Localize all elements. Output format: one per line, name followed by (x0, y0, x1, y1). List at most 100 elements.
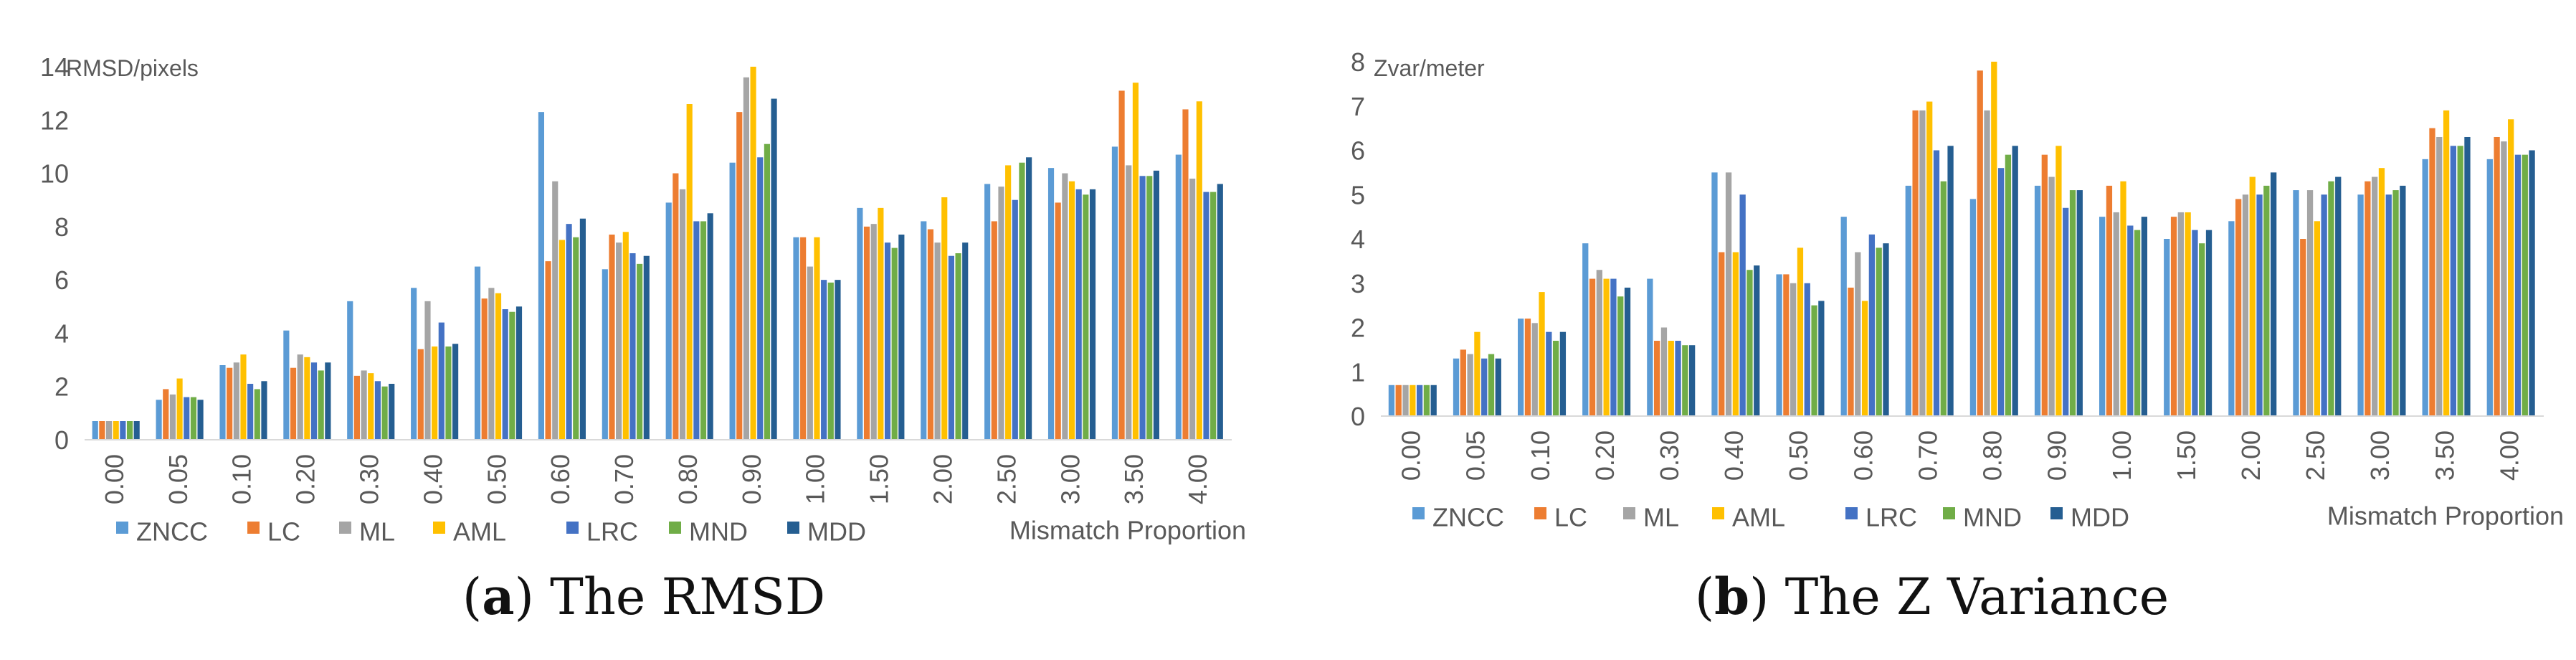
zvar-bar-zncc-0.80 (1969, 199, 1977, 416)
rmsd-bar-aml-0.00 (113, 421, 119, 440)
rmsd-bar-mnd-0.10 (254, 389, 260, 440)
rmsd-bar-lrc-1.00 (821, 280, 827, 440)
rmsd-xtick-label: 2.50 (992, 454, 1021, 504)
zvar-bar-ml-0.60 (1855, 252, 1861, 416)
zvar-legend-label-mnd: MND (1963, 503, 2022, 532)
rmsd-bar-mnd-0.00 (126, 421, 133, 440)
zvar-ytick-label: 5 (1351, 180, 1365, 209)
zvar-bar-zncc-0.70 (1905, 185, 1911, 416)
rmsd-legend-label-aml: AML (453, 517, 506, 547)
rmsd-bar-zncc-0.80 (665, 202, 672, 440)
zvar-bar-lrc-0.05 (1481, 358, 1488, 416)
zvar-bar-ml-0.20 (1596, 270, 1602, 416)
rmsd-bar-ml-0.05 (169, 394, 176, 440)
zvar-bar-zncc-0.90 (2034, 185, 2041, 416)
rmsd-bar-mdd-0.70 (643, 255, 650, 440)
zvar-bar-ml-0.70 (1919, 110, 1926, 417)
zvar-bar-mdd-0.70 (1947, 146, 1954, 416)
zvar-bar-lrc-2.50 (2321, 194, 2327, 416)
zvar-ytick-label: 0 (1351, 402, 1365, 431)
rmsd-bar-mdd-0.80 (707, 213, 713, 440)
rmsd-bar-lrc-0.50 (502, 309, 508, 440)
zvar-ytick-label: 8 (1351, 47, 1365, 77)
rmsd-bar-aml-0.60 (559, 240, 565, 440)
zvar-bar-zncc-1.00 (2099, 217, 2106, 417)
zvar-xtick-label: 0.05 (1461, 430, 1491, 481)
rmsd-bar-lrc-0.90 (757, 157, 764, 440)
rmsd-bar-lc-3.50 (1118, 90, 1125, 440)
zvar-ytick-label: 3 (1351, 269, 1365, 298)
zvar-xtick-label: 0.10 (1526, 430, 1555, 481)
rmsd-bar-mnd-0.20 (318, 370, 324, 440)
zvar-bar-lc-0.10 (1524, 319, 1531, 416)
zvar-bar-mnd-2.50 (2328, 181, 2334, 417)
zvar-legend-label-aml: AML (1732, 503, 1785, 532)
zvar-bar-lc-0.90 (2041, 154, 2048, 417)
zvar-xtick-label: 1.00 (2107, 430, 2137, 481)
rmsd-legend-swatch-mdd (787, 522, 799, 534)
zvar-bar-mdd-3.00 (2400, 185, 2406, 416)
rmsd-bar-mnd-3.00 (1083, 194, 1089, 440)
rmsd-bar-mnd-0.70 (637, 263, 643, 440)
zvar-bar-aml-3.00 (2378, 168, 2385, 416)
rmsd-xtick-label: 0.70 (609, 454, 639, 504)
zvar-bar-lc-0.05 (1460, 349, 1466, 417)
zvar-bar-zncc-0.60 (1840, 217, 1847, 417)
zvar-bar-lc-0.70 (1912, 110, 1919, 417)
rmsd-bar-lrc-3.50 (1139, 176, 1146, 440)
zvar-bar-aml-0.70 (1926, 101, 1933, 416)
rmsd-bar-ml-0.70 (616, 242, 622, 440)
rmsd-ytick-label: 10 (40, 159, 69, 189)
zvar-bar-lrc-0.50 (1804, 283, 1810, 416)
rmsd-bar-zncc-4.00 (1175, 154, 1182, 440)
zvar-ytick-label: 6 (1351, 136, 1365, 166)
rmsd-bar-zncc-0.50 (474, 266, 481, 440)
zvar-bar-lc-2.50 (2300, 239, 2306, 416)
rmsd-bar-lrc-2.00 (948, 255, 954, 440)
zvar-bar-ml-4.00 (2501, 141, 2507, 416)
zvar-legend-label-lc: LC (1554, 503, 1587, 532)
rmsd-bar-ml-0.60 (552, 181, 559, 440)
zvar-bar-lrc-4.00 (2514, 154, 2522, 417)
rmsd-bar-mnd-1.50 (891, 248, 898, 440)
zvar-legend-label-zncc: ZNCC (1432, 503, 1504, 532)
rmsd-bar-aml-2.00 (941, 197, 948, 440)
rmsd-bar-zncc-0.20 (283, 330, 290, 440)
rmsd-bar-lrc-0.30 (374, 381, 381, 440)
rmsd-bar-lrc-0.60 (566, 224, 572, 440)
zvar-xtick-label: 0.70 (1913, 430, 1942, 481)
zvar-bar-mnd-3.00 (2392, 190, 2399, 416)
rmsd-xtick-label: 3.00 (1055, 454, 1085, 504)
zvar-bar-aml-3.50 (2443, 110, 2450, 417)
rmsd-bar-zncc-1.00 (793, 237, 799, 440)
rmsd-bar-aml-0.70 (622, 232, 629, 440)
zvar-xtick-label: 2.50 (2301, 430, 2330, 481)
zvar-bar-zncc-0.50 (1776, 274, 1782, 416)
panel-a: 0 2 4 6 8 10 12 14 RMSD/pixels 0.00 0.05 0.10 0.20 0.… (40, 52, 1246, 626)
rmsd-bar-lrc-4.00 (1203, 192, 1209, 440)
rmsd-bar-mnd-2.50 (1019, 162, 1025, 440)
rmsd-bar-zncc-0.10 (219, 365, 226, 440)
caption-letter-a: a (482, 567, 515, 626)
zvar-bar-zncc-0.05 (1453, 358, 1460, 416)
rmsd-bar-mnd-2.00 (955, 253, 961, 440)
rmsd-bar-ml-0.30 (361, 370, 367, 440)
zvar-bar-mdd-4.00 (2529, 150, 2535, 416)
rmsd-bar-mdd-0.60 (579, 218, 586, 440)
zvar-bar-lrc-1.00 (2127, 225, 2134, 416)
zvar-legend-swatch-ml (1623, 507, 1635, 519)
zvar-bar-ml-0.80 (1984, 110, 1990, 417)
zvar-bar-aml-0.90 (2055, 146, 2062, 416)
rmsd-xtick-label: 0.90 (737, 454, 766, 504)
zvar-bar-mdd-2.50 (2335, 176, 2342, 417)
rmsd-bar-lrc-3.00 (1075, 189, 1082, 440)
rmsd-bar-ml-0.00 (105, 421, 113, 440)
rmsd-bar-lc-0.40 (417, 349, 424, 440)
caption-text-b: The Z Variance (1784, 567, 2169, 626)
rmsd-bar-lc-2.50 (991, 221, 997, 440)
rmsd-bar-mdd-0.30 (389, 384, 395, 440)
zvar-xtick-label: 0.40 (1719, 430, 1749, 481)
zvar-bar-aml-1.50 (2185, 212, 2191, 416)
zvar-xtick-label: 0.50 (1784, 430, 1813, 481)
rmsd-bar-lrc-0.00 (120, 421, 126, 440)
